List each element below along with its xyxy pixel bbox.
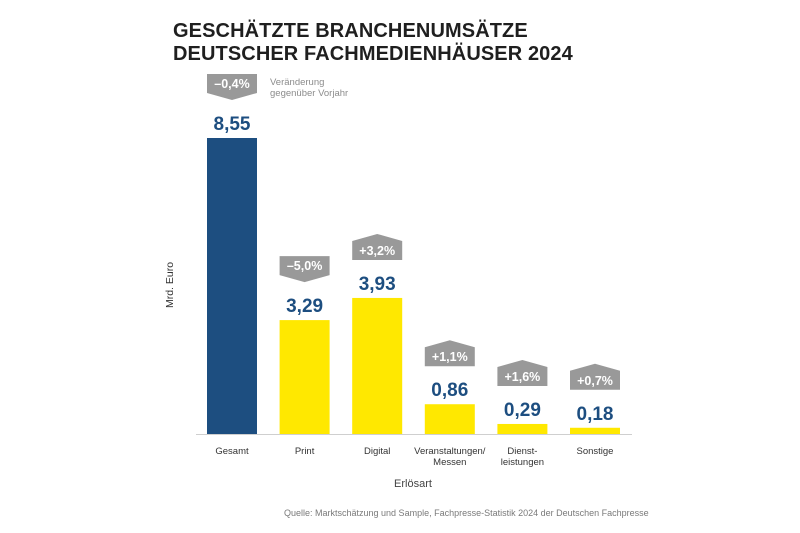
value-label-4: 0,29 — [504, 400, 541, 421]
bar-1 — [279, 320, 330, 434]
category-label-3: Veranstaltungen/ — [414, 446, 486, 457]
bar-3 — [424, 404, 475, 434]
value-label-5: 0,18 — [577, 404, 614, 425]
change-badge-1 — [279, 256, 330, 283]
change-badge-4 — [497, 359, 548, 386]
x-axis-label: Erlösart — [394, 478, 432, 490]
change-badge-5 — [570, 363, 620, 390]
change-label-3: +1,1% — [432, 350, 468, 364]
change-label-2: +3,2% — [359, 244, 395, 258]
chart-title-line-2: DEUTSCHER FACHMEDIENHÄUSER 2024 — [173, 43, 573, 65]
bar-5 — [570, 427, 620, 434]
change-label-4: +1,6% — [505, 370, 541, 384]
change-note-line-1: Veränderung — [270, 77, 325, 88]
value-label-3: 0,86 — [431, 380, 468, 401]
change-badge-0 — [207, 74, 257, 100]
change-label-5: +0,7% — [577, 374, 613, 388]
change-note: Veränderung gegenüber Vorjahr — [270, 77, 348, 99]
bar-0 — [207, 138, 257, 434]
category-label-3-1: Messen — [433, 457, 466, 468]
change-label-1: –5,0% — [287, 259, 322, 273]
change-badge-3 — [424, 340, 475, 367]
source-note: Quelle: Marktschätzung und Sample, Fachp… — [284, 508, 649, 518]
change-label-0: –0,4% — [214, 77, 249, 91]
value-label-1: 3,29 — [286, 296, 323, 317]
category-label-2: Digital — [364, 446, 390, 457]
category-label-0: Gesamt — [215, 446, 249, 457]
change-badge-2 — [352, 233, 403, 260]
category-label-4: Dienst- — [507, 446, 537, 457]
category-label-5: Sonstige — [577, 446, 614, 457]
bar-4 — [497, 423, 548, 434]
chart-title: GESCHÄTZTE BRANCHENUMSÄTZE DEUTSCHER FAC… — [173, 20, 573, 66]
category-label-1: Print — [295, 446, 315, 457]
value-label-2: 3,93 — [359, 274, 396, 295]
value-label-0: 8,55 — [214, 114, 251, 135]
category-label-4-1: leistungen — [501, 457, 544, 468]
change-note-line-2: gegenüber Vorjahr — [270, 88, 349, 99]
bar-2 — [352, 297, 403, 434]
chart-title-line-1: GESCHÄTZTE BRANCHENUMSÄTZE — [173, 20, 528, 42]
